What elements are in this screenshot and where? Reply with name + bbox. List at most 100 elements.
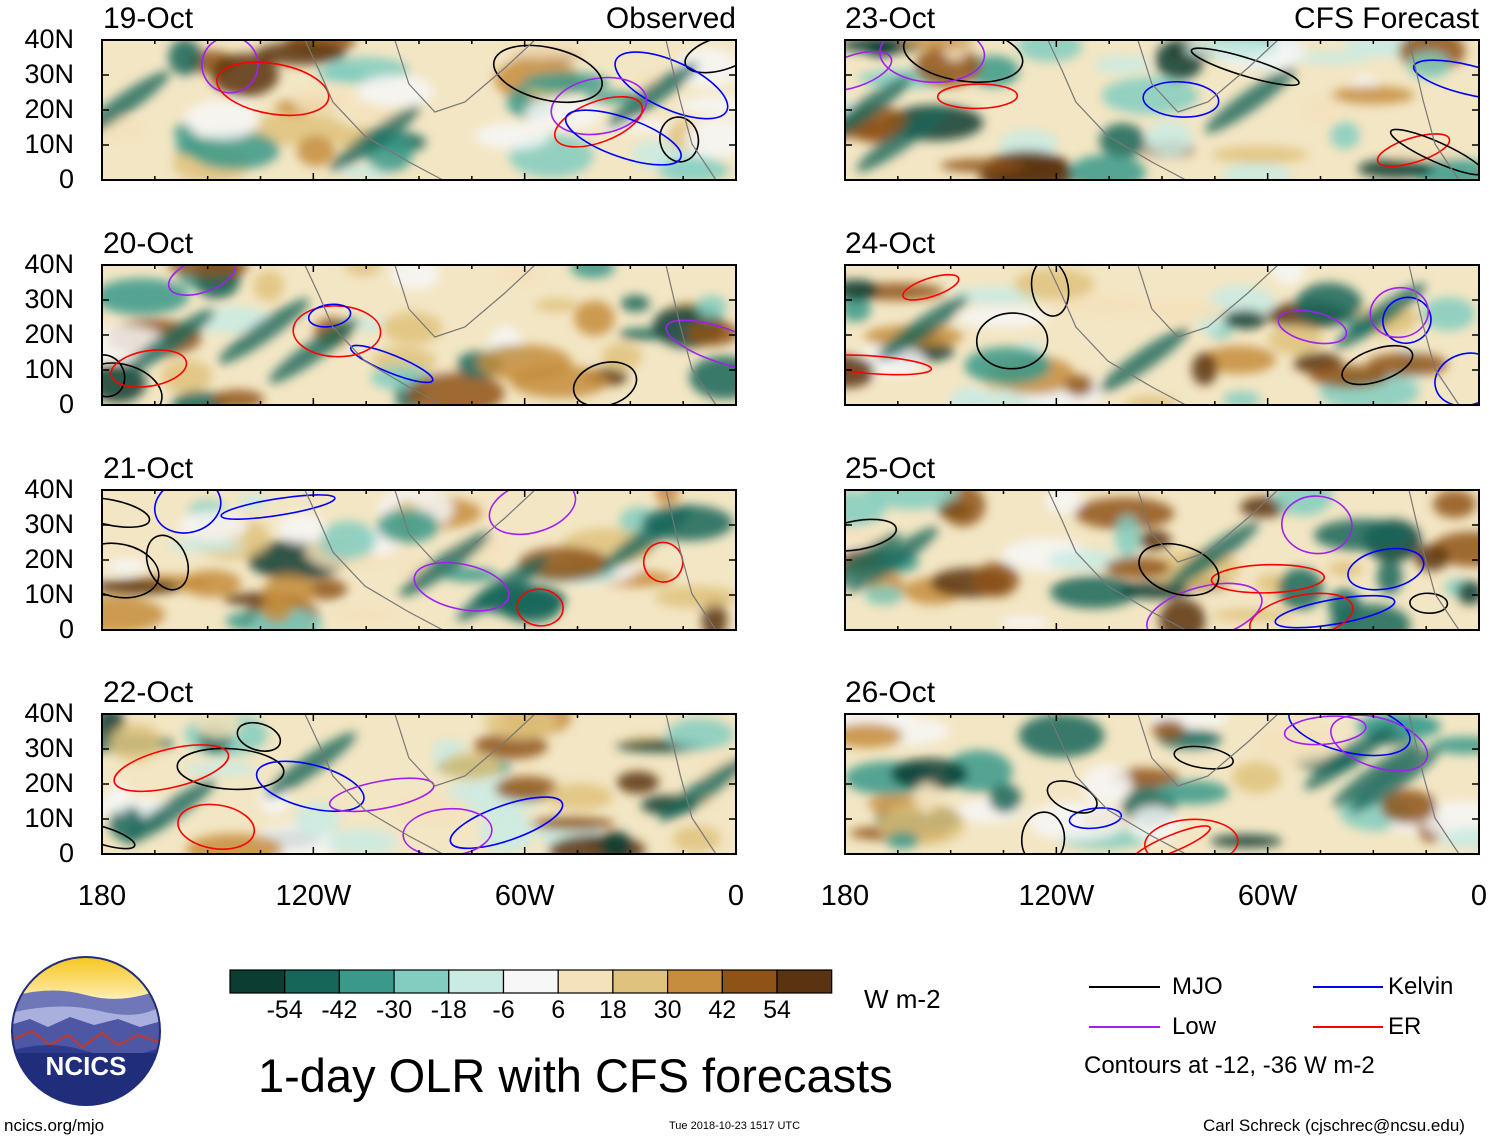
anomaly-contour: [102, 822, 136, 850]
olr-patch: [167, 265, 250, 277]
colorbar-tick-label: 54: [763, 996, 791, 1024]
x-tick-label: 180: [820, 880, 870, 912]
y-tick-label: 40N: [24, 24, 74, 54]
anomaly-contour: [845, 354, 933, 376]
anomaly-contour: [402, 807, 493, 854]
coastline: [304, 490, 536, 630]
olr-patch: [1101, 77, 1199, 115]
coastline: [1408, 265, 1460, 405]
olr-patch: [494, 776, 559, 802]
olr-patch: [675, 47, 736, 89]
olr-patch: [102, 117, 148, 142]
anomaly-contour: [1283, 715, 1367, 746]
coastline: [665, 265, 717, 405]
olr-patch: [845, 295, 872, 322]
anomaly-contour: [110, 349, 188, 388]
olr-patch: [357, 75, 435, 108]
anomaly-contour: [201, 40, 259, 94]
x-tick-label: 0: [1470, 880, 1488, 912]
colorbar-swatch: [776, 969, 833, 994]
x-tick-label: 60W: [1237, 880, 1298, 912]
coastline: [1047, 714, 1279, 854]
y-tick-label: 0: [58, 164, 74, 194]
olr-patch: [1223, 309, 1267, 330]
olr-patch: [886, 831, 920, 850]
y-tick-label: 30N: [24, 59, 74, 89]
panel-frame: [101, 264, 737, 406]
olr-patch: [441, 751, 501, 781]
coastline: [1047, 490, 1279, 630]
anomaly-contour: [1190, 47, 1300, 87]
olr-patch: [845, 279, 879, 301]
anomaly-contour: [936, 83, 1019, 110]
olr-patch: [210, 53, 279, 97]
colorbar-tick-label: -18: [430, 996, 467, 1024]
olr-patch: [181, 569, 242, 598]
anomaly-contour: [492, 44, 603, 104]
y-tick-label: 30N: [24, 509, 74, 539]
anomaly-contour: [167, 265, 237, 296]
anomaly-contour: [516, 588, 564, 627]
olr-patch: [325, 828, 398, 854]
olr-patch: [1232, 761, 1282, 794]
panel-frame: [844, 713, 1480, 855]
olr-patch: [1014, 268, 1095, 300]
olr-patch: [1222, 391, 1261, 405]
x-tick-label: 120W: [275, 880, 352, 912]
olr-patch: [1310, 365, 1389, 388]
olr-patch: [1093, 55, 1152, 74]
olr-streak: [124, 779, 216, 845]
olr-patch: [685, 118, 736, 158]
olr-field: [102, 40, 736, 180]
olr-streak: [1098, 327, 1190, 393]
colorbar-tick-label: -6: [492, 996, 515, 1024]
colorbar-swatch: [448, 969, 505, 994]
olr-patch: [345, 265, 381, 277]
olr-patch: [1252, 724, 1339, 765]
olr-patch: [672, 825, 721, 853]
colorbar-swatch: [284, 969, 341, 994]
olr-patch: [1114, 514, 1141, 557]
olr-field: [845, 490, 1479, 630]
coastline: [665, 714, 717, 854]
anomaly-contour: [113, 744, 230, 793]
olr-patch: [1201, 345, 1277, 374]
olr-patch: [1432, 490, 1477, 518]
anomaly-contour: [975, 312, 1049, 370]
anomaly-contour: [1131, 825, 1211, 854]
olr-patch: [474, 122, 550, 150]
olr-streak: [218, 298, 310, 364]
anomaly-contour: [413, 561, 510, 612]
olr-patch: [1018, 714, 1105, 758]
panel-frame: [844, 264, 1480, 406]
olr-patch: [1152, 719, 1186, 740]
olr-streak: [1332, 741, 1424, 807]
olr-patch: [865, 490, 959, 510]
coastline: [1408, 490, 1460, 630]
coastline: [304, 265, 536, 405]
legend-label-er: ER: [1388, 1013, 1422, 1040]
olr-field: [845, 40, 1479, 180]
olr-patch: [1274, 490, 1333, 516]
anomaly-contour: [177, 803, 256, 850]
olr-patch: [278, 512, 326, 544]
olr-patch: [484, 714, 558, 740]
panel-date-21-oct: 21-Oct: [103, 452, 194, 485]
olr-patch: [178, 509, 248, 542]
y-tick-label: 20N: [24, 94, 74, 124]
coastline: [1408, 714, 1460, 854]
olr-patch: [238, 493, 269, 510]
colorbar-tick-label: -54: [266, 996, 303, 1024]
panel-frame: [844, 39, 1480, 181]
olr-patch: [260, 593, 293, 623]
olr-patch: [973, 562, 1020, 598]
olr-patch: [1211, 145, 1308, 164]
anomaly-contour: [102, 354, 126, 398]
olr-patch: [1406, 51, 1451, 80]
anomaly-contour: [1389, 128, 1479, 176]
olr-patch: [294, 802, 341, 836]
cfs-forecast-label: CFS Forecast: [1293, 2, 1479, 35]
colorbar-units: W m-2: [864, 984, 941, 1014]
y-tick-label: 20N: [24, 319, 74, 349]
